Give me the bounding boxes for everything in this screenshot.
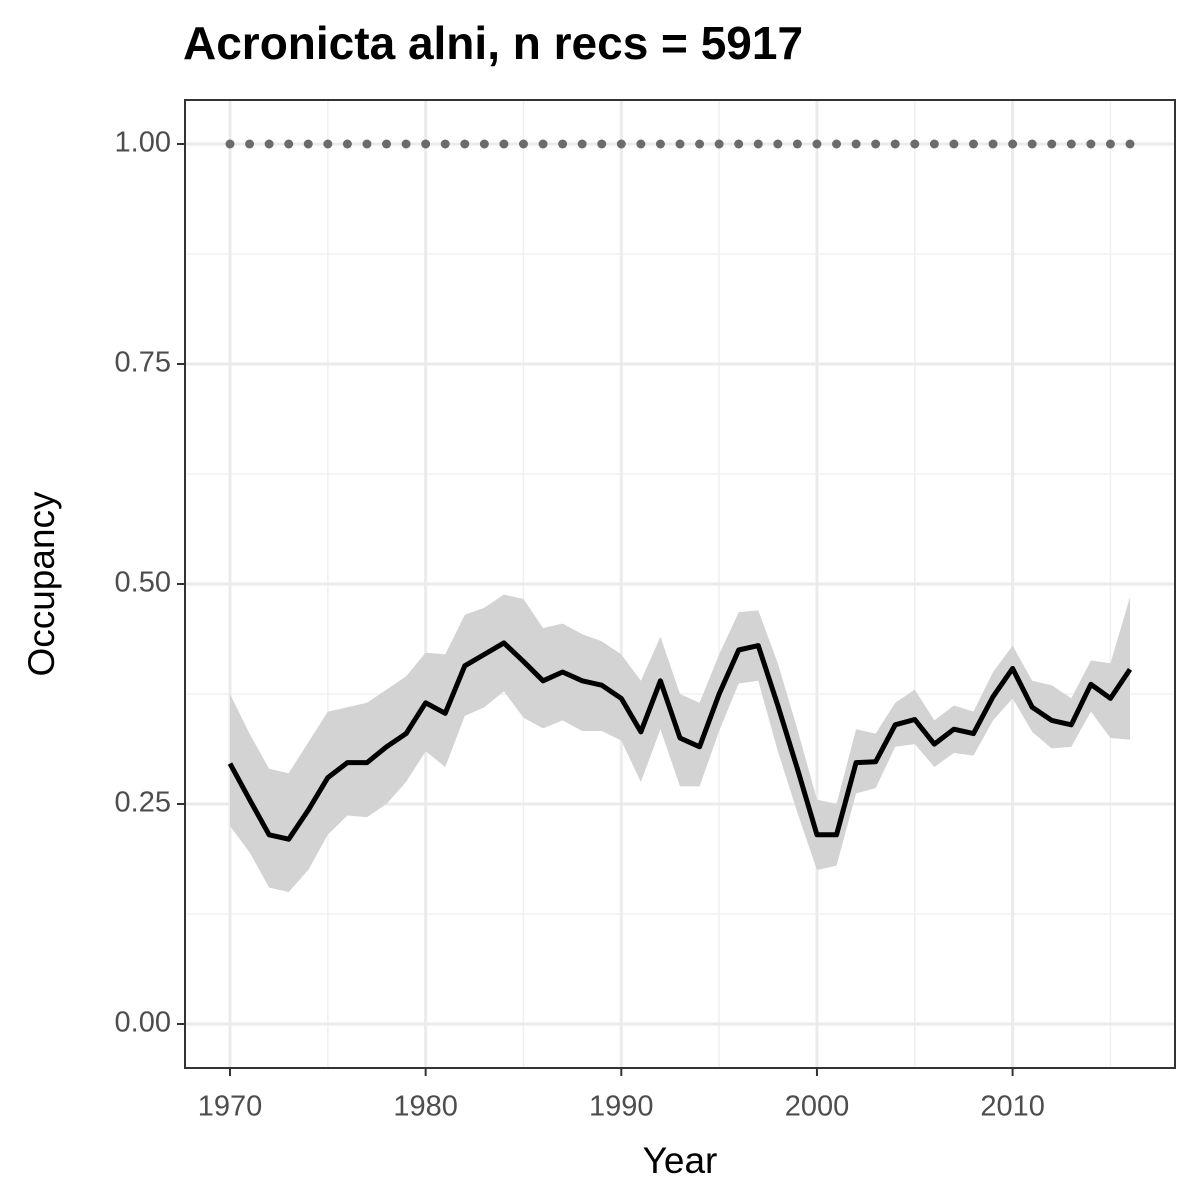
point	[636, 139, 646, 149]
point	[871, 139, 881, 149]
point	[460, 139, 470, 149]
chart-title: Acronicta alni, n recs = 5917	[183, 17, 803, 69]
point	[440, 139, 450, 149]
point	[1008, 139, 1018, 149]
x-tick-label: 1970	[198, 1091, 263, 1123]
plot-area	[185, 100, 1175, 1068]
point	[812, 139, 822, 149]
point	[303, 139, 313, 149]
x-tick-label: 1990	[589, 1091, 654, 1123]
point	[832, 139, 842, 149]
point	[1086, 139, 1096, 149]
panel-border	[184, 99, 1176, 1069]
point	[949, 139, 959, 149]
point	[362, 139, 372, 149]
point	[616, 139, 626, 149]
point	[499, 139, 509, 149]
confidence-band	[230, 594, 1130, 892]
point	[479, 139, 489, 149]
point	[675, 139, 685, 149]
point	[968, 139, 978, 149]
point	[518, 139, 528, 149]
point	[382, 139, 392, 149]
y-tick-label: 1.00	[115, 127, 171, 159]
x-tick-label: 2000	[785, 1091, 850, 1123]
point	[401, 139, 411, 149]
point	[890, 139, 900, 149]
x-tick-label: 2010	[980, 1091, 1045, 1123]
line	[227, 640, 1133, 842]
point	[597, 139, 607, 149]
x-tick-label: 1980	[393, 1091, 458, 1123]
point	[753, 139, 763, 149]
point	[538, 139, 548, 149]
y-axis-label: Occupancy	[21, 491, 62, 677]
point	[284, 139, 294, 149]
y-tick-label: 0.75	[115, 347, 171, 379]
point	[1105, 139, 1115, 149]
point	[773, 139, 783, 149]
y-tick-label: 0.00	[115, 1007, 171, 1039]
point	[910, 139, 920, 149]
point	[264, 139, 274, 149]
point	[577, 139, 587, 149]
y-tick-label: 0.50	[115, 567, 171, 599]
point	[558, 139, 568, 149]
point	[695, 139, 705, 149]
point	[245, 139, 255, 149]
point	[342, 139, 352, 149]
point	[988, 139, 998, 149]
point	[1027, 139, 1037, 149]
y-tick-label: 0.25	[115, 787, 171, 819]
point	[421, 139, 431, 149]
point	[225, 139, 235, 149]
point	[792, 139, 802, 149]
x-axis-label: Year	[643, 1140, 718, 1181]
point	[1047, 139, 1057, 149]
point	[655, 139, 665, 149]
point	[734, 139, 744, 149]
point	[714, 139, 724, 149]
point	[929, 139, 939, 149]
point	[323, 139, 333, 149]
point	[1125, 139, 1135, 149]
point	[1066, 139, 1076, 149]
point	[851, 139, 861, 149]
